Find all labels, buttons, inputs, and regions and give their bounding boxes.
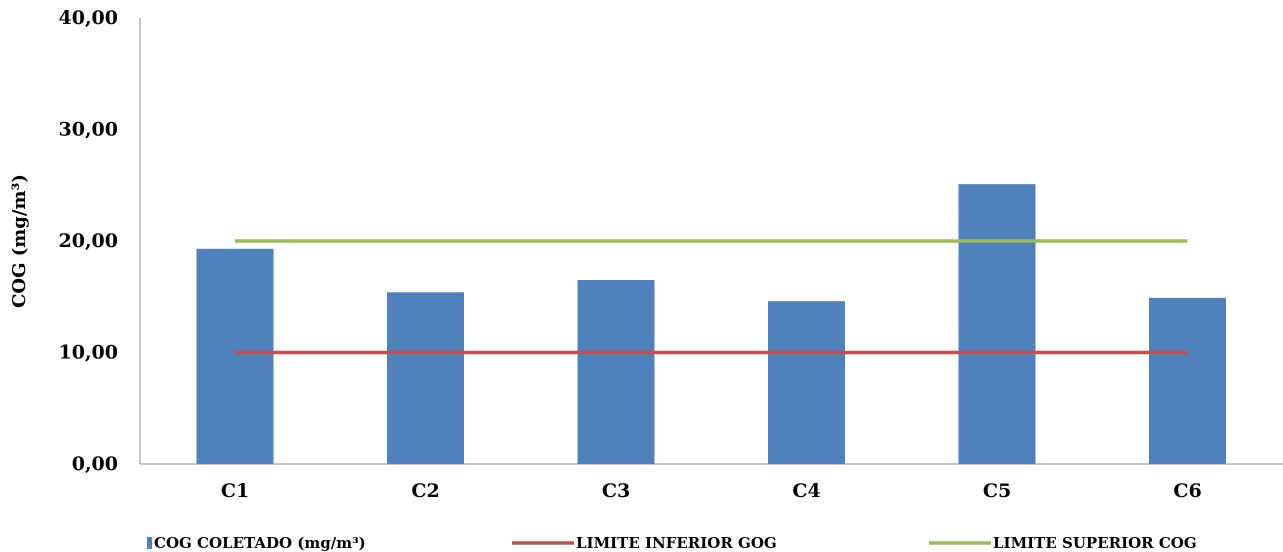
y-tick-label: 40,00 bbox=[59, 7, 119, 29]
x-tick-label: C1 bbox=[221, 480, 249, 502]
legend-label: LIMITE INFERIOR GOG bbox=[576, 534, 777, 552]
y-tick-label: 0,00 bbox=[72, 453, 118, 475]
bar-series bbox=[196, 184, 1226, 464]
legend-label: LIMITE SUPERIOR COG bbox=[993, 534, 1197, 552]
y-axis-title: COG (mg/m³) bbox=[9, 174, 30, 308]
x-tick-label: C5 bbox=[983, 480, 1011, 502]
x-tick-label: C6 bbox=[1173, 480, 1201, 502]
x-tick-label: C3 bbox=[602, 480, 630, 502]
y-tick-labels: 0,00 10,00 20,00 30,00 40,00 bbox=[59, 7, 119, 475]
x-tick-labels: C1 C2 C3 C4 C5 C6 bbox=[221, 480, 1202, 502]
bar-c4 bbox=[768, 301, 845, 464]
bar-c1 bbox=[196, 248, 274, 464]
y-tick-label: 10,00 bbox=[59, 342, 119, 364]
line-series bbox=[235, 239, 1188, 355]
y-tick-label: 30,00 bbox=[59, 119, 119, 141]
bar-c6 bbox=[1149, 297, 1226, 464]
legend-label: COG COLETADO (mg/m³) bbox=[154, 534, 366, 552]
axes bbox=[139, 18, 1283, 465]
bar-c2 bbox=[387, 292, 464, 464]
y-tick-label: 20,00 bbox=[59, 230, 119, 252]
bar-c5 bbox=[958, 184, 1036, 464]
x-tick-label: C2 bbox=[411, 480, 439, 502]
bar-c3 bbox=[577, 280, 655, 464]
legend-swatch-bar bbox=[147, 537, 152, 549]
legend: COG COLETADO (mg/m³) LIMITE INFERIOR GOG L… bbox=[147, 534, 1197, 552]
x-tick-label: C4 bbox=[792, 480, 820, 502]
